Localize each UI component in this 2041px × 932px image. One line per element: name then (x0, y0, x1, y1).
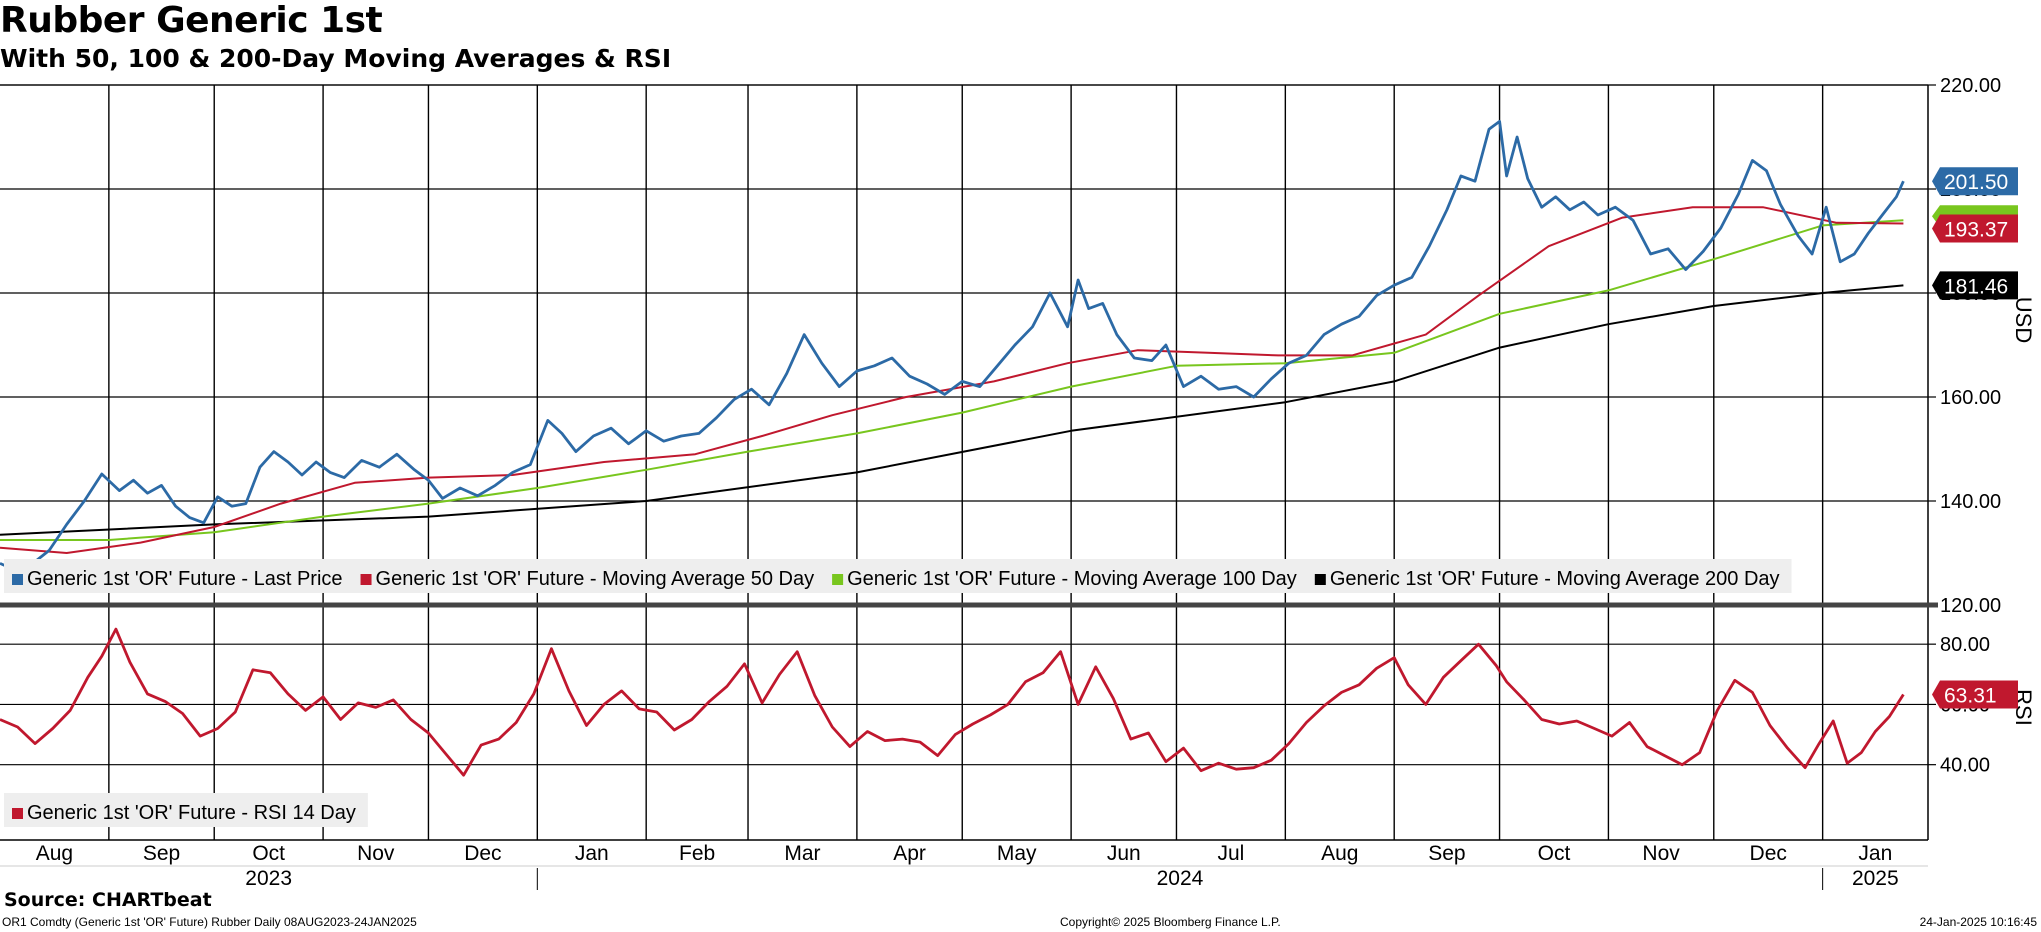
year-label: 2023 (245, 867, 292, 890)
price-tick-label: 220.00 (1940, 75, 2001, 97)
rsi-legend-box (4, 793, 368, 827)
price-legend-swatch (360, 574, 372, 585)
price-tick-label: 120.00 (1940, 595, 2001, 617)
rsi-tag-bg (1932, 680, 2018, 709)
price-legend-swatch (12, 574, 23, 585)
last-price-tag-bg (1932, 167, 2018, 196)
month-label: Mar (784, 842, 820, 865)
footer-timestamp: 24-Jan-2025 10:16:45 (1919, 915, 2037, 929)
month-label: Jan (1858, 842, 1892, 865)
month-label: Sep (143, 842, 180, 865)
price-legend-box (4, 559, 1792, 593)
year-label: 2025 (1852, 867, 1899, 890)
month-label: Oct (1538, 842, 1571, 865)
rsi-legend-entry: Generic 1st 'OR' Future - RSI 14 Day (27, 802, 356, 824)
price-legend-entry: Generic 1st 'OR' Future - Last Price (27, 568, 343, 590)
chart-subtitle: With 50, 100 & 200-Day Moving Averages &… (0, 44, 672, 73)
price-tick-label: 160.00 (1940, 387, 2001, 409)
price-legend-entry: Generic 1st 'OR' Future - Moving Average… (847, 568, 1297, 590)
month-label: Jul (1217, 842, 1244, 865)
ma50-line (0, 206, 1904, 554)
footer-ticker-info: OR1 Comdty (Generic 1st 'OR' Future) Rub… (2, 915, 417, 929)
last-price-tag: 201.50 (1944, 171, 2008, 194)
ma200-tag-bg (1932, 271, 2018, 300)
chart-area: 120.00140.00160.00180.00200.00220.0040.0… (0, 75, 2036, 890)
month-label: Aug (36, 842, 73, 865)
rsi-line (0, 627, 1905, 777)
year-label: 2024 (1157, 867, 1204, 890)
chart-title: Rubber Generic 1st (0, 0, 383, 41)
month-label: Sep (1428, 842, 1465, 865)
ma200-tag: 181.46 (1944, 275, 2008, 298)
ma200-line (0, 284, 1904, 536)
price-legend-entry: Generic 1st 'OR' Future - Moving Average… (1330, 568, 1780, 590)
price-legend-entry: Generic 1st 'OR' Future - Moving Average… (376, 568, 815, 590)
rsi-tick-label: 40.00 (1940, 755, 1990, 777)
month-label: Jan (575, 842, 609, 865)
month-label: Aug (1321, 842, 1358, 865)
ma50-tag-bg (1932, 214, 2018, 243)
month-label: Dec (1750, 842, 1787, 865)
month-label: Oct (252, 842, 285, 865)
source-note: Source: CHARTbeat (4, 889, 212, 911)
price-legend-swatch (832, 574, 844, 585)
month-label: Feb (679, 842, 715, 865)
ma100-line (0, 219, 1904, 541)
rsi-legend-swatch (12, 808, 23, 819)
price-legend-swatch (1314, 574, 1326, 585)
month-label: Jun (1107, 842, 1141, 865)
month-label: May (997, 842, 1037, 865)
month-label: Apr (893, 842, 926, 865)
rsi-tick-label: 80.00 (1940, 634, 1990, 656)
month-label: Dec (464, 842, 501, 865)
ma50-tag: 193.37 (1944, 218, 2008, 241)
price-axis-title: USD (2011, 297, 2036, 343)
footer-copyright: Copyright© 2025 Bloomberg Finance L.P. (1060, 915, 1281, 929)
month-label: Nov (1642, 842, 1680, 865)
month-label: Nov (357, 842, 395, 865)
price-tick-label: 140.00 (1940, 491, 2001, 513)
rsi-tag: 63.31 (1944, 684, 1997, 707)
